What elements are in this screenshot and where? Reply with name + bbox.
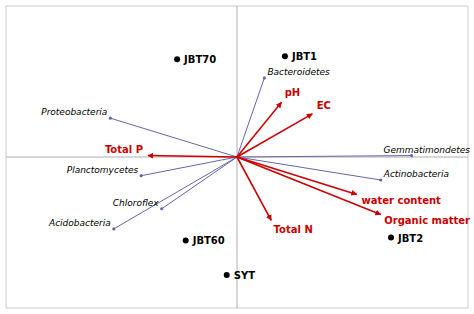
species-tip	[263, 76, 266, 79]
env-arrow	[237, 114, 312, 157]
species-tip	[109, 117, 112, 120]
env-arrow	[237, 157, 381, 215]
species-arrow	[237, 156, 412, 157]
species-arrow	[162, 157, 237, 209]
species-tip	[112, 227, 115, 230]
marks	[109, 53, 413, 278]
species-label: Planctomycetes	[67, 165, 139, 175]
site-point	[183, 237, 189, 243]
species-tip	[140, 174, 143, 177]
env-arrow	[237, 102, 281, 157]
env-label: Total P	[105, 144, 143, 155]
species-label: Acidobacteria	[48, 218, 111, 228]
env-label: Organic matter	[384, 215, 470, 226]
species-tip	[160, 207, 163, 210]
site-label: SYT	[234, 270, 255, 281]
env-arrow	[237, 157, 357, 194]
site-label: JBT1	[291, 51, 317, 62]
env-label: pH	[285, 87, 301, 98]
plot-frame	[6, 6, 468, 308]
env-arrow	[148, 156, 237, 157]
species-label: Actinobacteria	[383, 169, 449, 179]
biplot: Bacteroidetes Proteobacteria Gemmatimondet…	[0, 0, 474, 314]
env-label: water content	[362, 195, 442, 206]
site-label: JBT70	[183, 54, 216, 65]
site-point	[174, 56, 180, 62]
species-arrow	[237, 78, 264, 157]
site-point	[282, 53, 288, 59]
site-point	[388, 235, 394, 241]
labels: Bacteroidetes Proteobacteria Gemmatimondet…	[41, 51, 470, 281]
env-label: EC	[317, 100, 331, 111]
species-label: Gemmatimondetes	[383, 145, 470, 155]
species-label: Proteobacteria	[41, 107, 107, 117]
species-label: Bacteroidetes	[267, 67, 330, 77]
site-label: JBT60	[192, 235, 225, 246]
species-arrow	[237, 157, 381, 180]
site-point	[224, 272, 230, 278]
species-label: Chloroflex	[113, 198, 160, 208]
env-label: Total N	[274, 224, 313, 235]
species-tip	[379, 178, 382, 181]
site-label: JBT2	[397, 233, 423, 244]
